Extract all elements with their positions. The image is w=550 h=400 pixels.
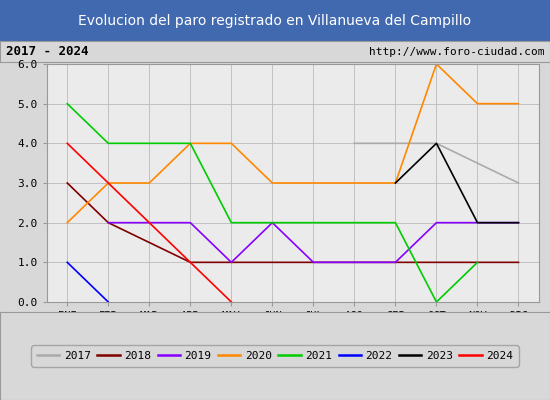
Text: 2017 - 2024: 2017 - 2024: [6, 45, 88, 58]
Text: Evolucion del paro registrado en Villanueva del Campillo: Evolucion del paro registrado en Villanu…: [79, 14, 471, 28]
Text: http://www.foro-ciudad.com: http://www.foro-ciudad.com: [369, 47, 544, 57]
Legend: 2017, 2018, 2019, 2020, 2021, 2022, 2023, 2024: 2017, 2018, 2019, 2020, 2021, 2022, 2023…: [31, 346, 519, 366]
